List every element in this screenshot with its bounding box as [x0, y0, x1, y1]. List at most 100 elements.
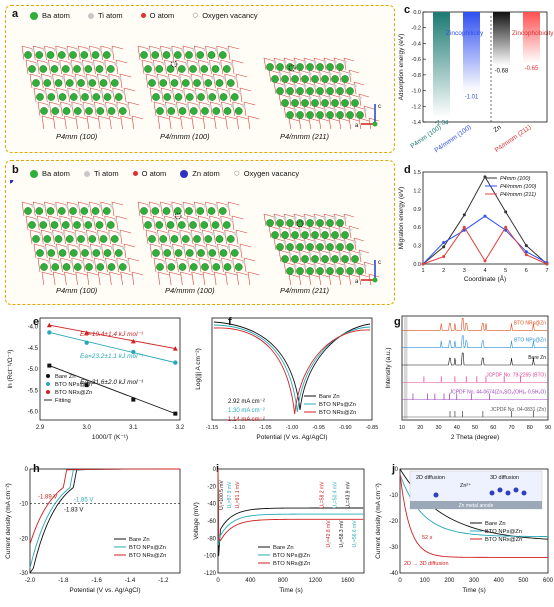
ti-atom [163, 260, 167, 264]
zn-atom [10, 180, 14, 184]
zn-anode-block [410, 501, 542, 509]
bond [74, 73, 87, 78]
ba-atom [103, 249, 112, 257]
current-2: 1.30 mA cm⁻² [228, 408, 265, 414]
annotation-label: U₁=100.5 mV [219, 480, 225, 510]
bond [153, 257, 166, 262]
ti-atom [185, 62, 189, 66]
x-tick-label: 2 [442, 268, 445, 274]
bond [217, 243, 220, 259]
zn-ion-dot [497, 487, 503, 493]
bond [205, 45, 208, 61]
bond [348, 273, 352, 285]
ti-atom [313, 240, 317, 244]
ti-atom [42, 204, 46, 208]
bond [231, 59, 244, 64]
ti-atom [114, 104, 119, 108]
bond [93, 215, 105, 220]
a-axis-label: a [355, 279, 359, 285]
bond [213, 73, 225, 78]
ti-atom [333, 60, 337, 64]
chart-i: 0-20-40-60-80-100-1200 400 800 1200 1600Time… [193, 467, 365, 594]
ti-atom [181, 90, 186, 94]
annotation-label: U₂=42.8 mV [326, 520, 332, 548]
bond [183, 243, 196, 248]
ti-atom [197, 260, 201, 264]
bond [98, 271, 110, 276]
ba-atom [159, 79, 168, 87]
ti-atom [313, 216, 317, 220]
bond [283, 105, 287, 119]
bond [198, 59, 210, 64]
bond [56, 87, 59, 103]
ti-atom [84, 232, 88, 236]
bond [109, 115, 112, 129]
crystal-slab [21, 45, 144, 129]
ba-atom [85, 263, 93, 271]
bond [210, 101, 222, 106]
ba-atom [222, 65, 231, 73]
bond [205, 201, 217, 206]
x-tick-label: -1.05 [259, 425, 272, 431]
bond [149, 243, 153, 259]
legend-label: BTO NRs@Zn [129, 553, 166, 559]
panel-b-struct-2: P4/mmm (100) [165, 286, 215, 295]
ti-atom [39, 232, 43, 236]
ba-atom [156, 263, 164, 271]
bond [101, 243, 113, 248]
ba-atom [54, 235, 63, 243]
y-axis-label: Migration energy (eV) [398, 187, 405, 250]
panel-a-struct-2: P4/mmm (100) [160, 132, 210, 141]
bond [64, 115, 76, 120]
ti-atom [333, 84, 337, 88]
ti-atom [348, 252, 352, 256]
bond [116, 257, 120, 273]
bond [89, 201, 101, 206]
bond [318, 225, 322, 239]
ti-atom [343, 108, 347, 112]
highlight-band [403, 317, 408, 419]
ba-atom [35, 207, 44, 215]
ti-atom [91, 62, 95, 66]
ba-atom [321, 75, 329, 83]
bond [353, 81, 365, 86]
y-tick-label: 0.9 [413, 207, 421, 213]
bond [180, 115, 192, 120]
ti-atom [215, 246, 219, 250]
ba-atom [222, 221, 231, 229]
bond [108, 229, 112, 245]
bond [323, 213, 327, 227]
ba-atom [331, 231, 339, 239]
bond [157, 115, 161, 129]
bond [48, 257, 52, 273]
y-tick-label: -20 [389, 519, 398, 525]
ti-atom [234, 76, 238, 80]
x-tick-label: 3.0 [82, 425, 91, 431]
ti-atom [35, 218, 39, 222]
bond [168, 271, 172, 285]
bond [293, 213, 305, 218]
bond [202, 115, 215, 120]
bond [313, 237, 317, 251]
ba-atom [114, 249, 123, 257]
ti-atom [215, 90, 219, 94]
bond [112, 87, 116, 103]
ti-atom [92, 260, 96, 264]
bond [100, 201, 104, 217]
ba-atom [316, 87, 324, 95]
ti-atom [47, 260, 51, 264]
ti-atom [343, 84, 347, 88]
ba-atom [28, 65, 36, 73]
bond [172, 87, 175, 103]
bond [33, 243, 46, 248]
ti-atom [288, 72, 292, 76]
bond [89, 201, 92, 217]
ti-atom [230, 62, 234, 66]
ba-atom [316, 111, 324, 119]
ba-atom [281, 231, 289, 239]
bond [148, 45, 152, 61]
bond [293, 57, 305, 62]
y-tick-label: -120 [204, 571, 217, 577]
bond [75, 115, 88, 120]
ti-atom [293, 108, 297, 112]
